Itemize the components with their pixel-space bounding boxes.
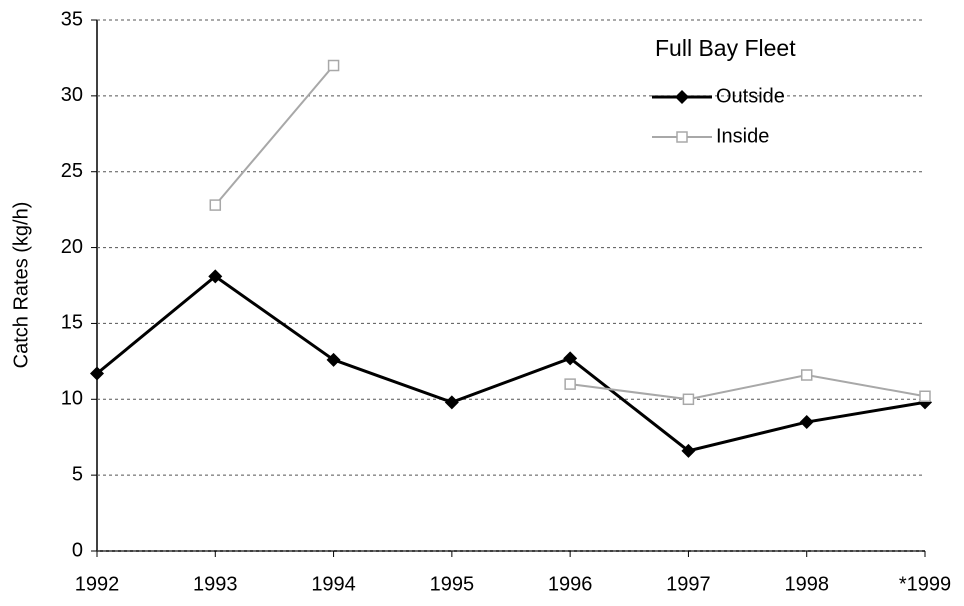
point [800, 369, 813, 381]
point [209, 199, 222, 211]
point [327, 59, 340, 72]
x-tick-label: 1997 [666, 573, 711, 595]
legend-title: Full Bay Fleet [655, 35, 796, 61]
y-tick-label: 15 [61, 312, 83, 334]
x-tick-label: 1995 [430, 573, 475, 595]
y-axis-label: Catch Rates (kg/h) [10, 202, 32, 369]
point [326, 352, 341, 367]
series-line [96, 274, 926, 453]
y-tick-label: 20 [61, 236, 83, 258]
point [681, 443, 696, 458]
y-tick-label: 10 [61, 388, 83, 410]
y-tick-label: 25 [61, 160, 83, 182]
point [90, 366, 104, 381]
point [563, 351, 578, 366]
point [564, 378, 576, 390]
y-tick-label: 35 [61, 8, 83, 30]
y-tick-label: 0 [72, 539, 83, 561]
series-line [214, 64, 926, 401]
point [919, 390, 931, 403]
x-tick-label: 1996 [548, 573, 593, 595]
legend-marker [675, 90, 689, 104]
point [444, 395, 459, 410]
x-tick-label: 1998 [784, 573, 829, 595]
point [799, 415, 814, 430]
point [682, 393, 695, 406]
x-tick-label: 1993 [193, 573, 238, 595]
x-tick-label: 1992 [75, 573, 120, 595]
legend-label: Inside [716, 125, 769, 147]
x-tick-label: 1994 [311, 573, 356, 595]
point [208, 269, 223, 284]
y-tick-label: 30 [61, 84, 83, 106]
y-tick-label: 5 [72, 463, 83, 485]
legend-label: Outside [716, 85, 785, 107]
x-tick-label: *1999 [899, 573, 951, 595]
legend-marker [676, 131, 688, 143]
